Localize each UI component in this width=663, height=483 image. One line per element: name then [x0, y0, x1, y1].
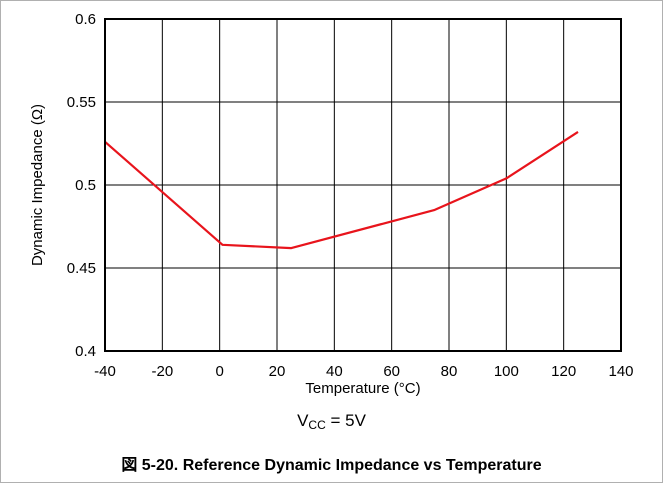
y-tick-label: 0.5: [75, 177, 96, 194]
test-condition: VCC = 5V: [0, 411, 663, 432]
x-tick-label: -40: [94, 363, 116, 380]
grid: [105, 19, 621, 351]
x-axis-title: Temperature (°C): [305, 380, 420, 397]
figure-caption: 図 5-20. Reference Dynamic Impedance vs T…: [121, 457, 542, 474]
y-axis-title: Dynamic Impedance (Ω): [29, 104, 46, 266]
condition-symbol: V: [297, 411, 309, 430]
x-tick-label: 0: [215, 363, 223, 380]
condition-subscript: CC: [308, 418, 326, 432]
series-layer: [104, 130, 579, 250]
y-tick-label: 0.6: [75, 11, 96, 28]
x-tick-label: 60: [383, 363, 400, 380]
x-tick-label: 80: [441, 363, 458, 380]
x-tick-label: -20: [151, 363, 173, 380]
condition-value: = 5V: [325, 411, 366, 430]
plot-border: [104, 18, 622, 352]
x-tick-label: 120: [551, 363, 576, 380]
y-tick-label: 0.55: [67, 94, 96, 111]
y-tick-label: 0.45: [67, 260, 96, 277]
x-tick-label: 20: [269, 363, 286, 380]
x-tick-label: 100: [494, 363, 519, 380]
x-tick-label: 140: [608, 363, 633, 380]
x-tick-label: 40: [326, 363, 343, 380]
tick-labels: -40 -20 0 20 40 60 80 100 120 140 0.4 0.45 0.5 0.55 0.…: [67, 11, 634, 380]
y-tick-label: 0.4: [75, 343, 96, 360]
series-line: [104, 130, 579, 250]
